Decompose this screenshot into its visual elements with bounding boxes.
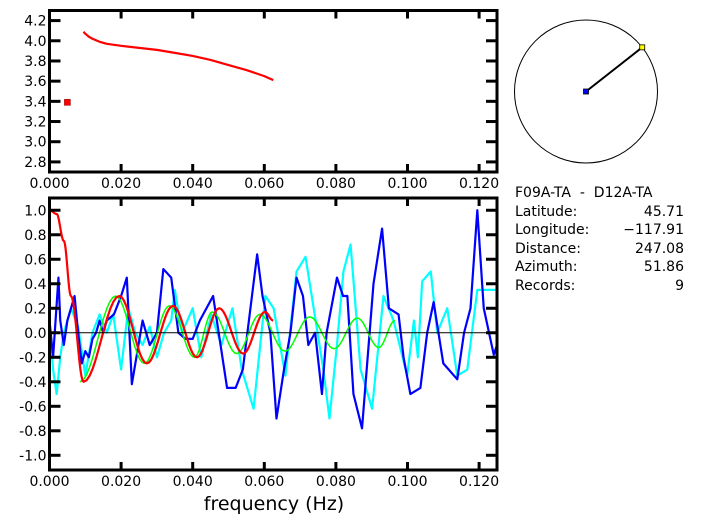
correlation-plot: 0.000 0.020 0.040 0.060 0.080 0.100 0.120 -1.0 -… <box>19 196 499 490</box>
x-tick-label: 0.120 <box>459 176 499 192</box>
data-point <box>64 99 71 106</box>
station-marker <box>583 88 589 95</box>
y-tick-label: -0.8 <box>19 424 46 440</box>
info-label: Latitude: <box>515 203 578 220</box>
info-records: Records: 9 <box>515 277 695 296</box>
azimuth-line <box>585 46 643 93</box>
x-tick-label: 0.060 <box>244 176 284 192</box>
y-tick-label: 3.6 <box>24 74 46 90</box>
info-value: 247.08 <box>635 240 684 257</box>
info-azimuth: Azimuth: 51.86 <box>515 258 695 277</box>
series-line-0 <box>48 243 496 420</box>
x-tick-label: 0.000 <box>29 474 69 490</box>
info-label: Azimuth: <box>515 259 578 276</box>
y-tick-label: 3.4 <box>24 94 46 110</box>
station-info-panel: F09A-TA - D12A-TA Latitude: 45.71 Longitu… <box>515 184 695 296</box>
info-distance: Distance: 247.08 <box>515 240 695 259</box>
y-tick-label: 3.0 <box>24 135 46 151</box>
y-tick-label: 0.6 <box>24 252 46 268</box>
info-longitude: Longitude: −117.91 <box>515 221 695 240</box>
station-marker <box>639 44 646 51</box>
info-value: 51.86 <box>643 259 684 276</box>
y-tick-label: 4.0 <box>24 34 46 50</box>
series-line-0 <box>82 30 274 82</box>
info-label: Records: <box>515 277 576 294</box>
x-tick-label: 0.000 <box>29 176 69 192</box>
y-tick-label: 0.2 <box>24 301 46 317</box>
y-tick-label: -0.4 <box>19 375 46 391</box>
phase-velocity-plot: 0.000 0.020 0.040 0.060 0.080 0.100 0.120 2.8 3.… <box>24 9 499 192</box>
station-pair-title: F09A-TA - D12A-TA <box>515 185 653 201</box>
x-tick-label: 0.060 <box>244 474 284 490</box>
y-tick-label: 4.2 <box>24 14 46 30</box>
series-line-2 <box>79 295 396 383</box>
y-tick-label: 0.0 <box>24 326 46 342</box>
info-value: 45.71 <box>643 203 684 220</box>
plot-frame <box>48 9 499 174</box>
y-tick-label: -0.2 <box>19 350 46 366</box>
y-tick-label: -1.0 <box>19 448 46 464</box>
x-tick-label: 0.020 <box>101 176 141 192</box>
series-line-3 <box>48 209 274 383</box>
x-tick-label: 0.020 <box>101 474 141 490</box>
x-tick-label: 0.100 <box>387 474 427 490</box>
info-label: Distance: <box>515 240 581 257</box>
info-value: 9 <box>675 277 684 294</box>
x-tick-label: 0.040 <box>173 474 213 490</box>
x-axis-label: frequency (Hz) <box>204 493 344 515</box>
x-tick-label: 0.080 <box>316 176 356 192</box>
x-tick-label: 0.080 <box>316 474 356 490</box>
info-label: Longitude: <box>515 222 590 239</box>
info-latitude: Latitude: 45.71 <box>515 203 695 222</box>
y-tick-label: 1.0 <box>24 203 46 219</box>
y-tick-label: 0.4 <box>24 277 46 293</box>
azimuth-map <box>514 19 658 164</box>
y-tick-label: 3.2 <box>24 115 46 131</box>
y-tick-label: 0.8 <box>24 228 46 244</box>
y-tick-label: 2.8 <box>24 155 46 171</box>
x-tick-label: 0.040 <box>173 176 213 192</box>
info-value: −117.91 <box>623 222 684 239</box>
x-tick-label: 0.100 <box>387 176 427 192</box>
x-tick-label: 0.120 <box>459 474 499 490</box>
series-line-1 <box>48 209 499 430</box>
y-tick-label: -0.6 <box>19 399 46 415</box>
y-tick-label: 3.8 <box>24 54 46 70</box>
map-circle <box>514 19 658 164</box>
